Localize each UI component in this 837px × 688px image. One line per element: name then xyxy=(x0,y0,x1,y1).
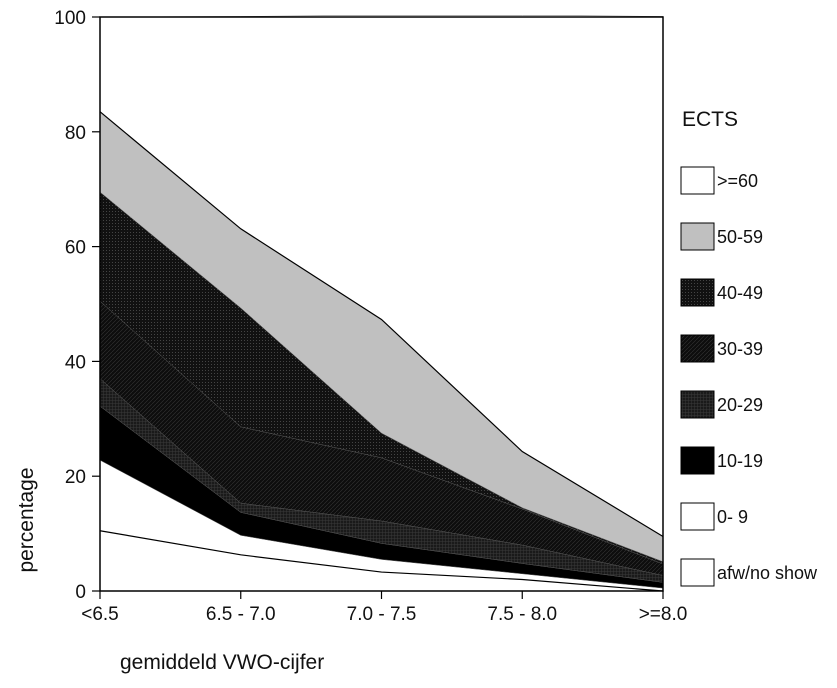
legend-label: afw/no show xyxy=(717,563,818,583)
y-tick-label: 0 xyxy=(75,582,86,603)
legend-title: ECTS xyxy=(682,108,738,131)
boundary-line-afw/no show xyxy=(99,530,664,592)
legend-swatch xyxy=(680,446,715,475)
chart-areas xyxy=(99,15,664,592)
legend-label: 10-19 xyxy=(717,451,763,471)
legend-swatch xyxy=(680,558,715,587)
legend-swatch xyxy=(680,222,715,251)
legend-label: 20-29 xyxy=(717,395,763,415)
x-tick-label: 7.0 - 7.5 xyxy=(347,604,417,625)
x-tick-label: 7.5 - 8.0 xyxy=(487,604,557,625)
legend-swatch xyxy=(680,334,715,363)
x-axis: <6.5 6.5 - 7.0 7.0 - 7.5 7.5 - 8.0 >=8.0 xyxy=(81,591,687,625)
y-tick-label: 100 xyxy=(54,8,86,29)
y-axis: 0 20 40 60 80 100 xyxy=(54,8,100,603)
legend-swatch xyxy=(680,502,715,531)
y-tick-label: 40 xyxy=(65,352,86,373)
legend-label: 50-59 xyxy=(717,227,763,247)
legend-swatch xyxy=(680,278,715,307)
x-axis-label: gemiddeld VWO-cijfer xyxy=(120,651,324,674)
x-tick-label: >=8.0 xyxy=(639,604,688,625)
x-tick-label: 6.5 - 7.0 xyxy=(206,604,276,625)
y-axis-label: percentage xyxy=(15,467,38,572)
legend-label: 0- 9 xyxy=(717,507,748,527)
legend-label: >=60 xyxy=(717,171,758,191)
y-tick-label: 20 xyxy=(65,467,86,488)
legend-label: 30-39 xyxy=(717,339,763,359)
legend-swatch xyxy=(680,166,715,195)
y-tick-label: 80 xyxy=(65,123,86,144)
y-tick-label: 60 xyxy=(65,238,86,259)
legend-label: 40-49 xyxy=(717,283,763,303)
legend-swatch xyxy=(680,390,715,419)
x-tick-label: <6.5 xyxy=(81,604,119,625)
boundary-line-50-59 xyxy=(99,111,664,537)
legend: ECTS >=60 50-59 40-49 30-39 20-29 10-19 0- 9 af… xyxy=(680,108,818,587)
